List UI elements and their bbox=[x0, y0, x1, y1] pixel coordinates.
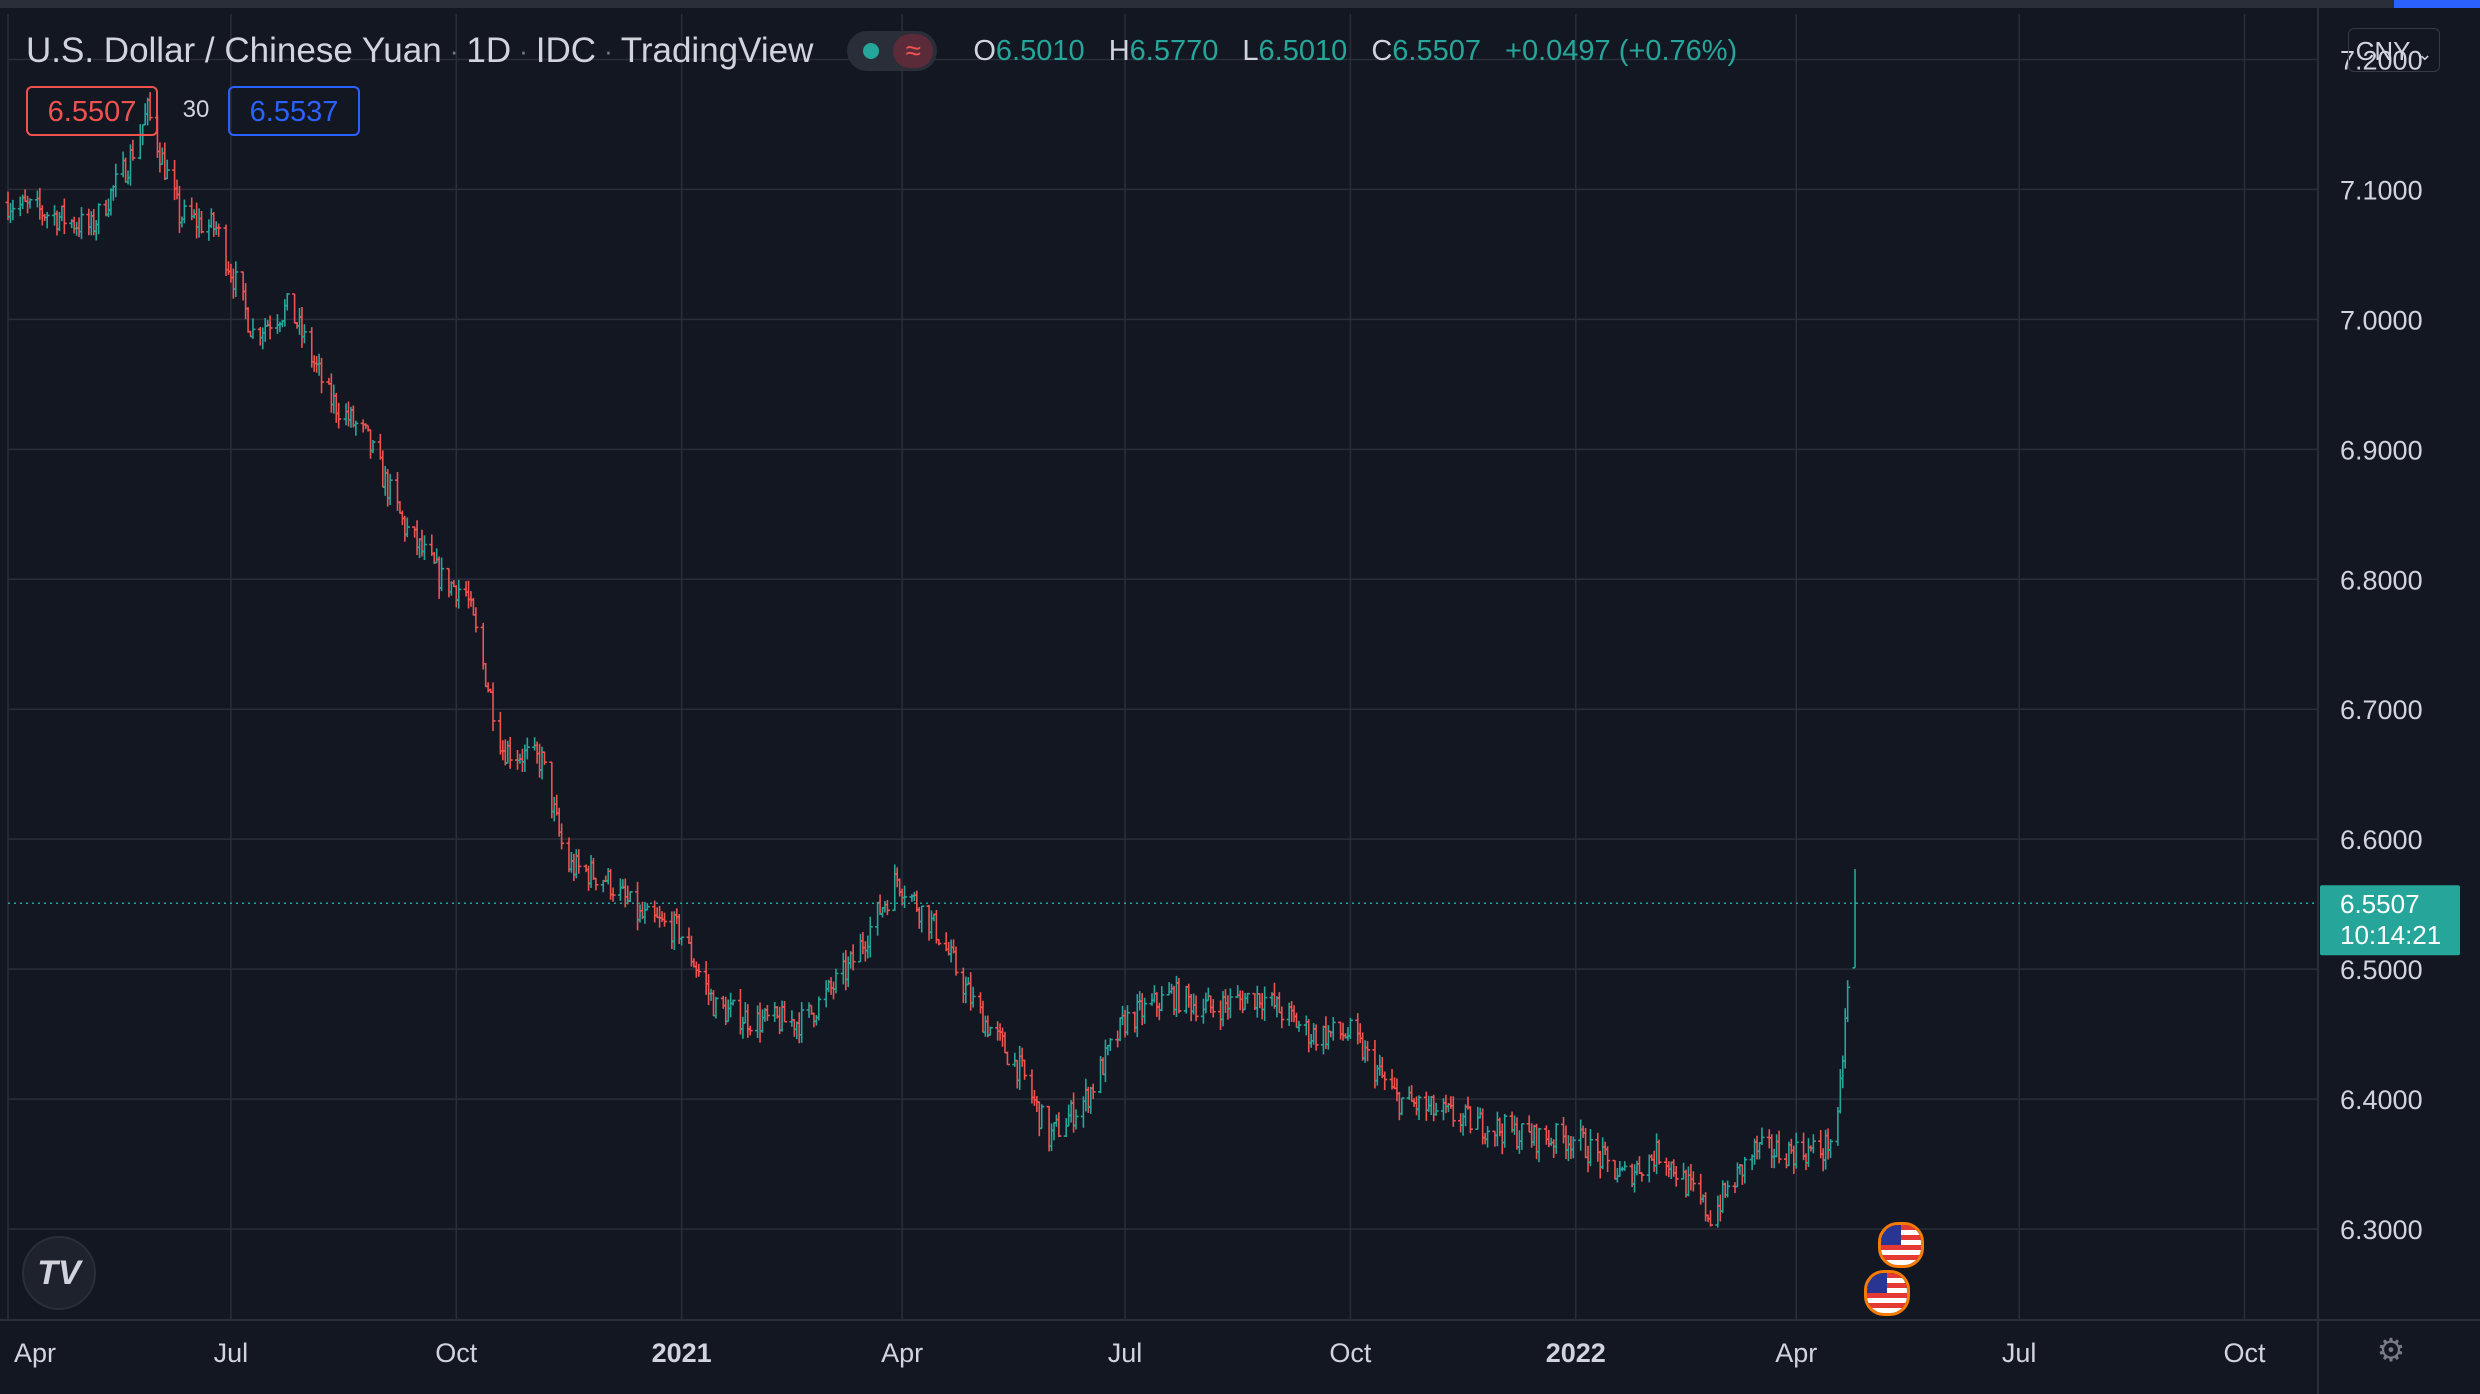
price-tick-label: 7.0000 bbox=[2340, 305, 2423, 335]
candle-series bbox=[5, 92, 1858, 1228]
separator-dot: · bbox=[604, 35, 613, 66]
chart-legend: U.S. Dollar / Chinese Yuan · 1D · IDC · … bbox=[26, 26, 1737, 76]
price-tick-label: 6.9000 bbox=[2340, 435, 2423, 465]
price-axis[interactable]: 7.20007.10007.00006.90006.80006.70006.60… bbox=[2317, 0, 2460, 1394]
currency-selector[interactable]: CNY ⌄ bbox=[2348, 28, 2440, 72]
price-tick-label: 6.4000 bbox=[2340, 1085, 2423, 1115]
settings-gear-icon[interactable]: ⚙ bbox=[2376, 1332, 2406, 1368]
time-tick-label: Oct bbox=[435, 1338, 478, 1368]
price-tick-label: 6.3000 bbox=[2340, 1215, 2423, 1245]
bar-countdown-timer: 10:14:21 bbox=[2340, 920, 2441, 950]
close-value: 6.5507 bbox=[1392, 34, 1481, 67]
close-label: C bbox=[1371, 34, 1393, 67]
last-price-value: 6.5507 bbox=[2340, 889, 2420, 919]
high-value: 6.5770 bbox=[1129, 34, 1219, 67]
time-tick-label: Oct bbox=[1329, 1338, 1372, 1368]
tradingview-logo-icon[interactable]: TV bbox=[22, 1236, 96, 1310]
exchange-label: IDC bbox=[535, 31, 597, 70]
symbol-name[interactable]: U.S. Dollar / Chinese Yuan bbox=[26, 31, 442, 70]
ohlc-values: O6.5010 H6.5770 L6.5010 C6.5507 +0.0497 … bbox=[973, 35, 1737, 68]
time-tick-label: Apr bbox=[1775, 1338, 1817, 1368]
time-tick-label: Apr bbox=[881, 1338, 923, 1368]
chevron-down-icon: ⌄ bbox=[2417, 44, 2433, 64]
market-open-dot bbox=[863, 43, 880, 59]
separator-dot: · bbox=[449, 35, 459, 66]
sell-price-button[interactable]: 6.5507 bbox=[26, 86, 158, 136]
time-axis[interactable]: Apr Jul Oct 2021 Apr Jul Oct 2022 Apr Jul Oct bbox=[0, 1319, 2480, 1368]
time-tick-label: 2021 bbox=[652, 1338, 712, 1368]
time-tick-label: 2022 bbox=[1546, 1338, 1606, 1368]
change-value: +0.0497 (+0.76%) bbox=[1505, 34, 1738, 67]
source-label: TradingView bbox=[620, 31, 814, 70]
time-tick-label: Jul bbox=[1108, 1338, 1143, 1368]
price-tick-label: 6.5000 bbox=[2340, 955, 2423, 985]
currency-label: CNY bbox=[2355, 36, 2411, 66]
price-tick-label: 6.6000 bbox=[2340, 825, 2423, 855]
high-label: H bbox=[1108, 34, 1130, 67]
open-value: 6.5010 bbox=[995, 34, 1085, 67]
low-label: L bbox=[1242, 34, 1259, 67]
flag-canton bbox=[1867, 1273, 1887, 1293]
us-flag-event-icon[interactable] bbox=[1878, 1222, 1924, 1268]
price-tick-label: 6.7000 bbox=[2340, 695, 2423, 725]
market-status-icon[interactable]: ≈ bbox=[847, 31, 938, 71]
time-tick-label: Jul bbox=[214, 1338, 249, 1368]
us-flag-event-icon[interactable] bbox=[1864, 1270, 1910, 1316]
grid-lines bbox=[7, 14, 2318, 1320]
delayed-data-icon[interactable]: ≈ bbox=[893, 34, 934, 68]
time-tick-label: Oct bbox=[2224, 1338, 2267, 1368]
interval-label[interactable]: 1D bbox=[466, 31, 512, 70]
time-tick-label: Apr bbox=[14, 1338, 56, 1368]
open-label: O bbox=[973, 34, 996, 67]
flag-canton bbox=[1881, 1225, 1901, 1245]
price-tick-label: 6.8000 bbox=[2340, 565, 2423, 595]
last-price-label-bg bbox=[2320, 885, 2460, 956]
buy-price-button[interactable]: 6.5537 bbox=[228, 86, 360, 136]
top-accent bbox=[2394, 0, 2480, 8]
price-tick-label: 7.1000 bbox=[2340, 175, 2423, 205]
spread-value: 30 bbox=[182, 96, 210, 123]
top-border bbox=[0, 0, 2480, 8]
time-tick-label: Jul bbox=[2002, 1338, 2037, 1368]
low-value: 6.5010 bbox=[1258, 34, 1348, 67]
separator-dot: · bbox=[519, 35, 528, 66]
